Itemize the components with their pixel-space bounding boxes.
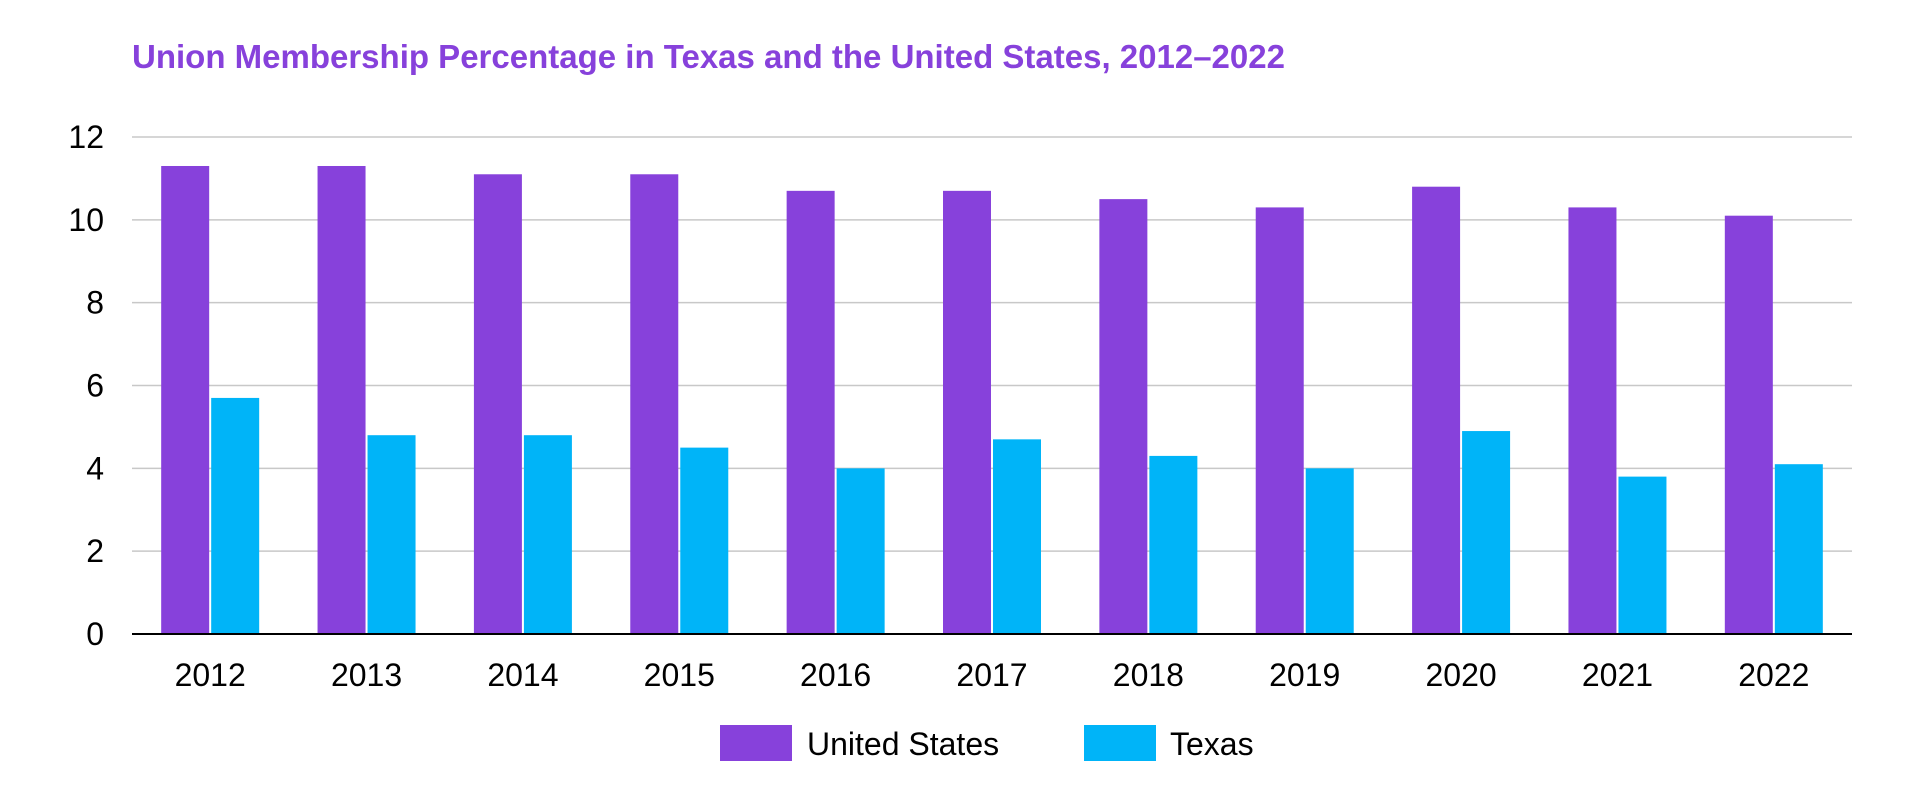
x-tick-label: 2012: [175, 657, 246, 693]
x-tick-label: 2014: [487, 657, 558, 693]
bar-texas-2019: [1305, 468, 1354, 634]
legend: United States Texas: [720, 725, 1254, 762]
bar-texas-2014: [523, 435, 572, 634]
bar-united-states-2015: [630, 174, 679, 634]
bar-united-states-2017: [943, 190, 991, 634]
bar-united-states-2013: [317, 165, 366, 634]
bar-texas-2020: [1462, 431, 1511, 634]
x-tick-label: 2019: [1269, 657, 1340, 693]
y-tick-label: 4: [86, 450, 104, 486]
bar-texas-2022: [1774, 464, 1823, 634]
chart-title: Union Membership Percentage in Texas and…: [132, 38, 1285, 75]
legend-swatch: [720, 725, 792, 761]
y-tick-label: 6: [86, 368, 104, 404]
bar-texas-2013: [367, 435, 416, 634]
y-tick-label: 10: [68, 202, 104, 238]
y-tick-label: 2: [86, 533, 104, 569]
bar-texas-2012: [211, 397, 260, 634]
x-axis: 2012 2013 2014 2015 2016 2017 2018 2019 2020 2021…: [132, 633, 1852, 693]
bar-united-states-2018: [1099, 199, 1148, 634]
bar-united-states-2020: [1412, 186, 1461, 634]
legend-swatch: [1084, 725, 1156, 761]
legend-label: Texas: [1170, 726, 1254, 762]
bar-texas-2021: [1618, 476, 1667, 634]
bar-united-states-2021: [1568, 207, 1617, 635]
gridlines: [132, 136, 1852, 552]
bar-texas-2018: [1149, 455, 1198, 634]
x-tick-label: 2022: [1738, 657, 1809, 693]
bar-texas-2016: [836, 468, 885, 634]
x-tick-label: 2016: [800, 657, 871, 693]
bar-texas-2015: [680, 447, 729, 634]
y-tick-label: 8: [86, 285, 104, 321]
bars: [161, 165, 1823, 635]
bar-united-states-2014: [473, 174, 522, 634]
bar-texas-2017: [993, 439, 1041, 634]
x-tick-label: 2018: [1113, 657, 1184, 693]
bar-united-states-2019: [1255, 207, 1304, 635]
y-tick-label: 0: [86, 616, 104, 652]
y-axis: 0 2 4 6 8 10 12: [68, 119, 104, 652]
y-tick-label: 12: [68, 119, 104, 155]
x-tick-label: 2015: [644, 657, 715, 693]
bar-united-states-2022: [1724, 215, 1773, 635]
x-tick-label: 2021: [1582, 657, 1653, 693]
bar-united-states-2016: [786, 190, 835, 634]
legend-label: United States: [807, 726, 999, 762]
bar-united-states-2012: [161, 165, 210, 634]
x-tick-label: 2017: [956, 657, 1027, 693]
x-tick-label: 2013: [331, 657, 402, 693]
x-tick-label: 2020: [1425, 657, 1496, 693]
